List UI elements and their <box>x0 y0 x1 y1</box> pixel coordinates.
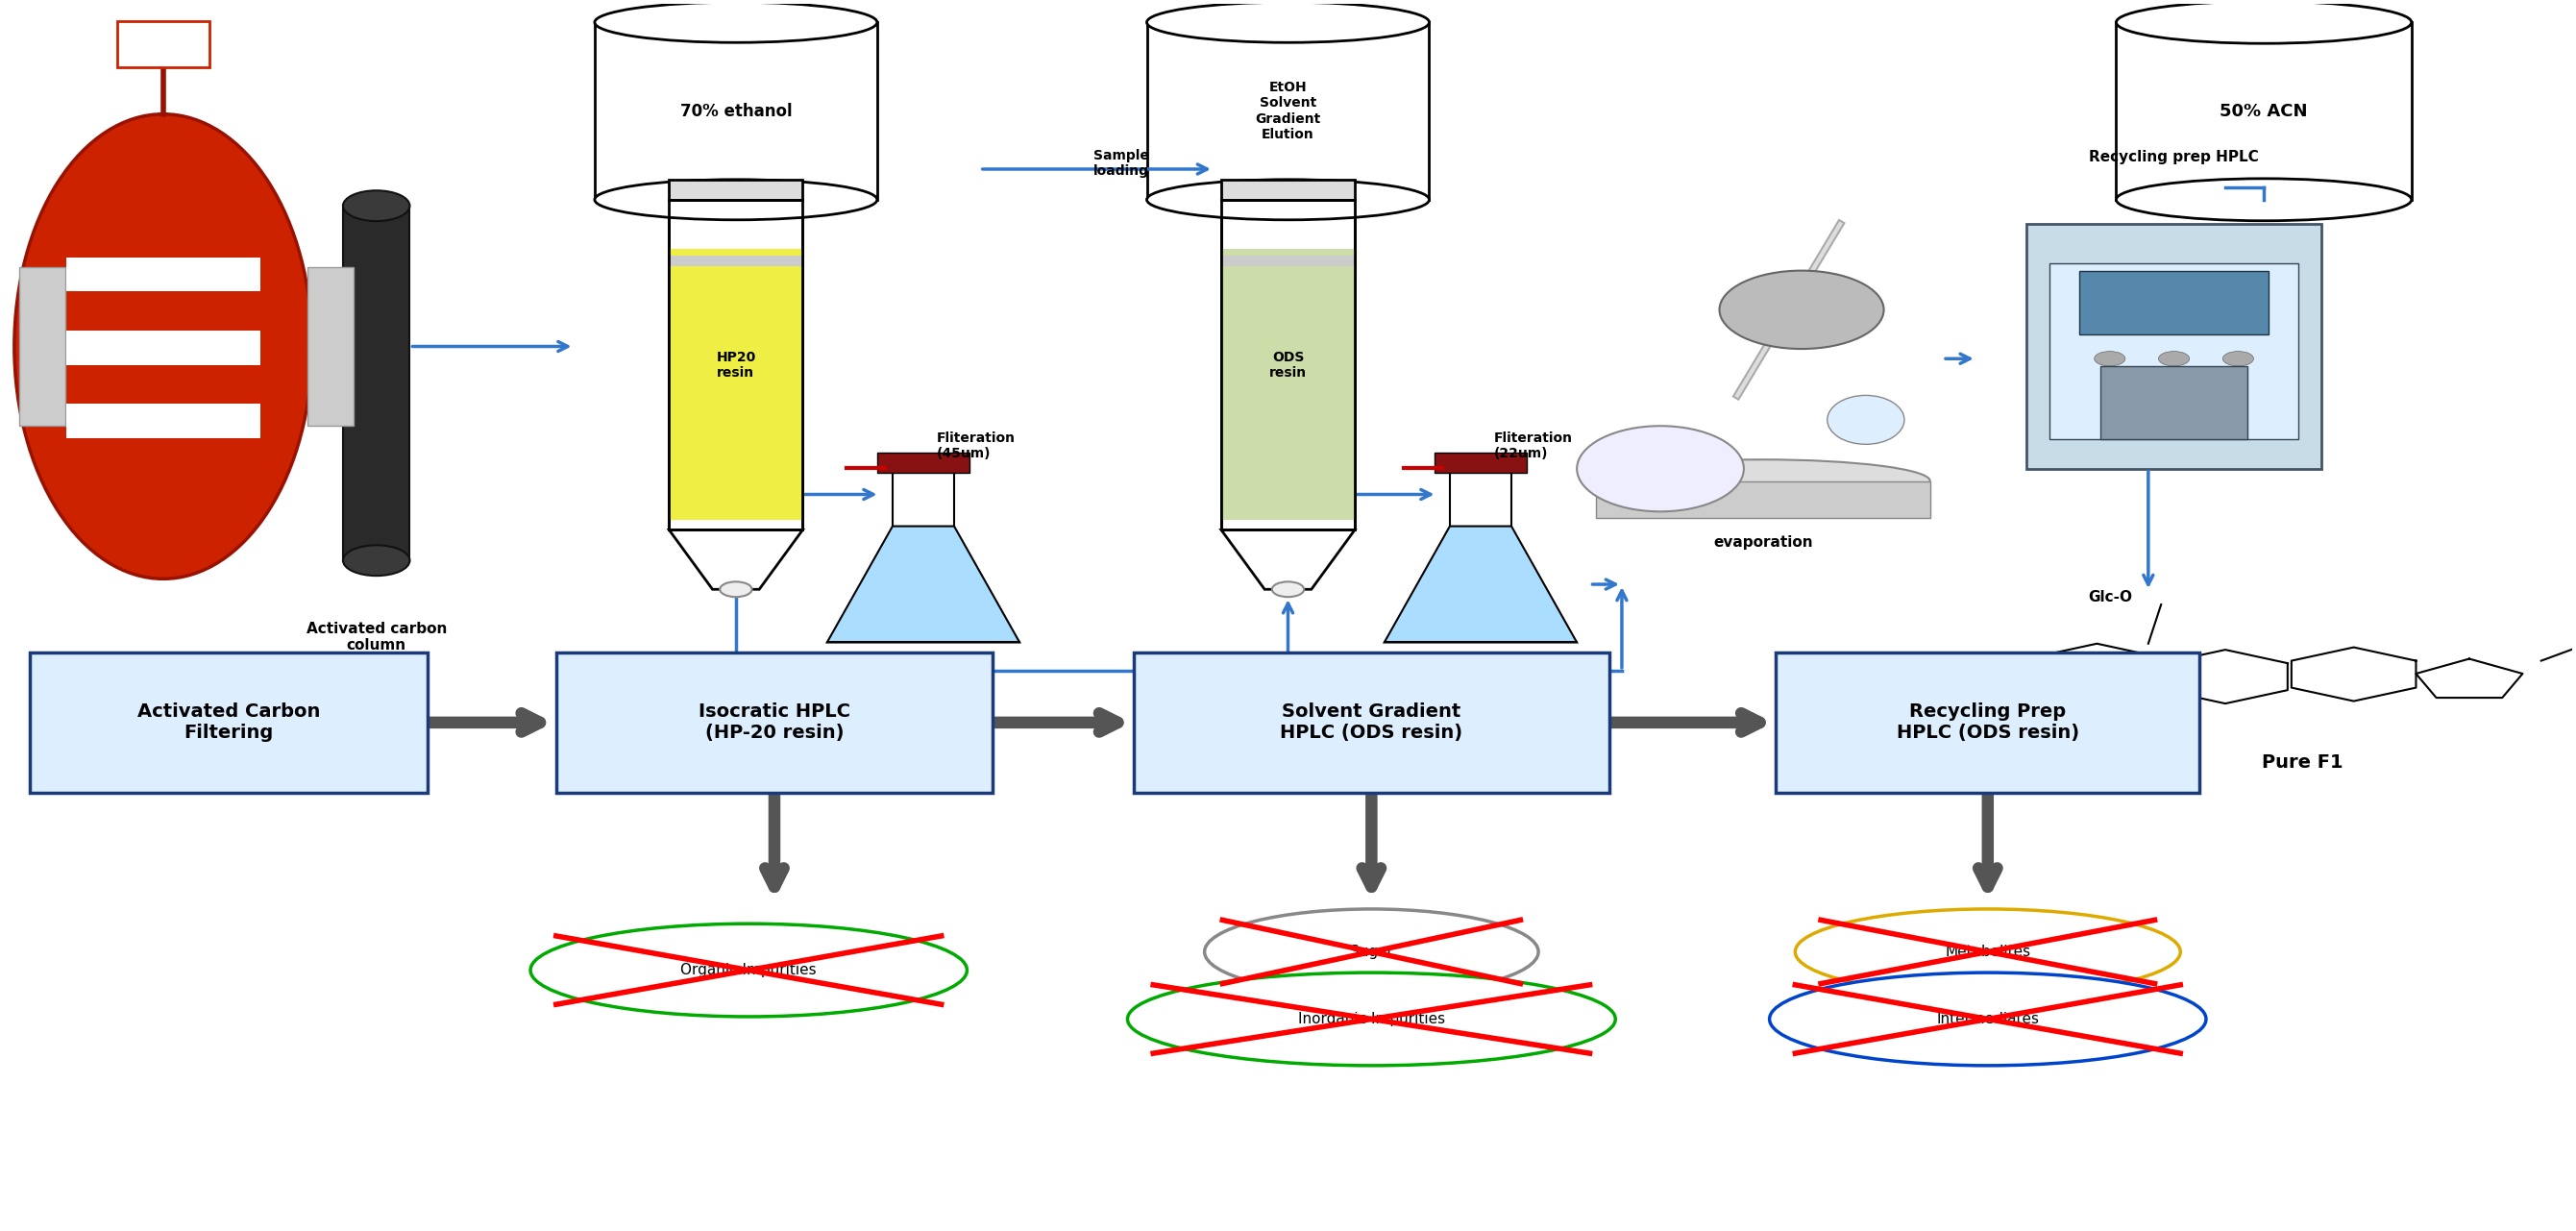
Bar <box>67 404 260 438</box>
Bar <box>1221 180 1355 199</box>
Text: Pure F1: Pure F1 <box>2262 753 2344 772</box>
Ellipse shape <box>1146 2 1430 43</box>
Ellipse shape <box>1597 459 1929 502</box>
Bar <box>2050 263 2298 439</box>
Bar <box>1221 256 1355 266</box>
Text: HO: HO <box>1978 697 1999 710</box>
Text: elution
fraction: elution fraction <box>685 677 737 705</box>
Bar <box>891 463 953 526</box>
Text: Activated carbon
column: Activated carbon column <box>307 622 446 652</box>
Text: 70% ethanol: 70% ethanol <box>680 102 791 119</box>
Ellipse shape <box>1770 972 2205 1066</box>
Bar <box>2115 22 2411 199</box>
FancyBboxPatch shape <box>31 652 428 793</box>
Bar <box>1450 463 1512 526</box>
Polygon shape <box>670 529 804 590</box>
Text: Sugar: Sugar <box>1350 944 1394 959</box>
Text: Glc-O: Glc-O <box>2087 590 2133 604</box>
Bar <box>1221 199 1355 529</box>
Ellipse shape <box>595 180 876 220</box>
Ellipse shape <box>1826 395 1904 444</box>
Bar <box>670 249 804 519</box>
Bar <box>1435 453 1528 473</box>
Ellipse shape <box>1795 908 2179 995</box>
Text: Recycling Prep
HPLC (ODS resin): Recycling Prep HPLC (ODS resin) <box>1896 703 2079 742</box>
Text: Fliteration
(45um): Fliteration (45um) <box>935 431 1015 460</box>
Text: Inorganic Impurities: Inorganic Impurities <box>1298 1012 1445 1027</box>
Ellipse shape <box>531 923 966 1017</box>
Circle shape <box>2094 351 2125 366</box>
Ellipse shape <box>343 545 410 576</box>
Ellipse shape <box>1206 908 1538 995</box>
Text: Fliteration
(22um): Fliteration (22um) <box>1494 431 1571 460</box>
Text: Intermediates: Intermediates <box>1937 1012 2040 1027</box>
Bar <box>1146 22 1430 199</box>
Bar <box>595 22 876 199</box>
Text: Organic Impurities: Organic Impurities <box>680 963 817 977</box>
Bar <box>670 256 804 266</box>
Polygon shape <box>1221 529 1355 590</box>
Bar <box>670 199 804 529</box>
Text: Recycling prep HPLC: Recycling prep HPLC <box>2089 150 2259 164</box>
Polygon shape <box>827 526 1020 643</box>
Bar <box>67 331 260 364</box>
Bar <box>1221 199 1355 529</box>
Bar <box>670 199 804 529</box>
Ellipse shape <box>343 191 410 222</box>
Bar <box>67 257 260 292</box>
Bar <box>2099 366 2249 439</box>
Circle shape <box>2223 351 2254 366</box>
Circle shape <box>1718 271 1883 348</box>
Text: Isocratic HPLC
(HP-20 resin): Isocratic HPLC (HP-20 resin) <box>698 703 850 742</box>
Text: EtOH
Solvent
Gradient
Elution: EtOH Solvent Gradient Elution <box>1255 81 1321 142</box>
FancyBboxPatch shape <box>1133 652 1610 793</box>
Bar <box>670 180 804 199</box>
Bar <box>1597 481 1929 518</box>
Ellipse shape <box>2115 178 2411 220</box>
Polygon shape <box>1383 526 1577 643</box>
Bar <box>343 206 410 560</box>
Bar <box>1221 249 1355 519</box>
Ellipse shape <box>2115 1 2411 43</box>
Text: HO: HO <box>2177 716 2197 730</box>
Bar <box>2079 271 2269 334</box>
Circle shape <box>719 582 752 597</box>
Bar <box>876 453 969 473</box>
Ellipse shape <box>1146 180 1430 220</box>
Text: Sample
loading: Sample loading <box>1092 149 1149 177</box>
Bar <box>21 267 64 426</box>
Text: Metabolites: Metabolites <box>1945 944 2030 959</box>
Text: 50% ACN: 50% ACN <box>2221 102 2308 119</box>
FancyBboxPatch shape <box>1775 652 2200 793</box>
Text: Solvent Gradient
HPLC (ODS resin): Solvent Gradient HPLC (ODS resin) <box>1280 703 1463 742</box>
FancyBboxPatch shape <box>556 652 992 793</box>
Bar <box>307 267 353 426</box>
Circle shape <box>1273 582 1303 597</box>
Bar <box>116 21 209 68</box>
Text: evaporation: evaporation <box>1713 535 1814 549</box>
Ellipse shape <box>15 114 312 579</box>
Bar <box>2027 224 2321 469</box>
Circle shape <box>2159 351 2190 366</box>
Ellipse shape <box>1128 972 1615 1066</box>
Ellipse shape <box>595 2 876 43</box>
Text: HP20
resin: HP20 resin <box>716 351 755 379</box>
Text: Activated Carbon
Filtering: Activated Carbon Filtering <box>137 703 319 742</box>
Ellipse shape <box>1577 426 1744 512</box>
Text: ODS
resin: ODS resin <box>1270 351 1306 379</box>
Text: elution
fraction: elution fraction <box>1236 677 1288 705</box>
